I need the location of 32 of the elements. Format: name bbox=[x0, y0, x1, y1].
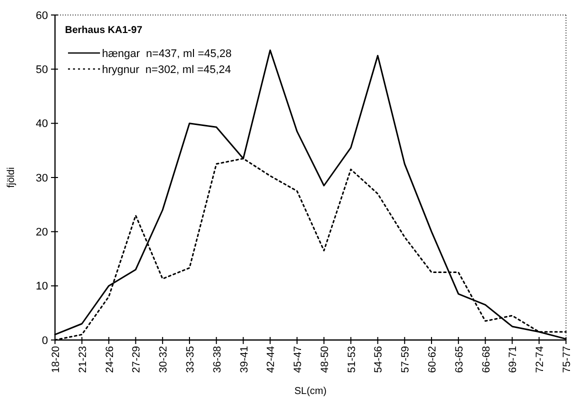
x-tick-label: 60-62 bbox=[426, 346, 439, 373]
x-tick-label: 48-50 bbox=[318, 346, 331, 373]
y-tick-label: 0 bbox=[42, 334, 48, 347]
y-axis-title: fjöldi bbox=[6, 167, 17, 188]
x-tick-label: 30-32 bbox=[158, 346, 170, 373]
x-tick-label: 42-44 bbox=[265, 346, 278, 373]
legend-title: Berhaus KA1-97 bbox=[65, 25, 143, 36]
y-tick-label: 20 bbox=[36, 226, 48, 239]
y-tick-label: 30 bbox=[36, 172, 48, 184]
x-tick-label: 27-29 bbox=[130, 346, 143, 373]
x-tick-label: 72-74 bbox=[534, 346, 546, 373]
y-tick-label: 10 bbox=[36, 280, 48, 293]
x-tick-label: 54-56 bbox=[372, 346, 385, 373]
x-tick-label: 21-23 bbox=[76, 346, 89, 373]
y-tick-label: 50 bbox=[36, 64, 48, 76]
x-tick-label: 69-71 bbox=[507, 346, 520, 373]
x-tick-label: 57-59 bbox=[400, 346, 412, 373]
x-tick-label: 66-68 bbox=[480, 346, 492, 373]
x-tick-label: 45-47 bbox=[292, 346, 304, 373]
x-tick-label: 18-20 bbox=[50, 346, 62, 373]
y-tick-label: 40 bbox=[36, 118, 48, 130]
x-tick-label: 39-41 bbox=[238, 346, 250, 373]
x-tick-label: 24-26 bbox=[104, 346, 116, 373]
x-tick-label: 33-35 bbox=[184, 346, 196, 373]
x-tick-label: 36-38 bbox=[211, 346, 224, 373]
legend-label: hængar n=437, ml =45,28 bbox=[102, 48, 232, 60]
x-tick-label: 51-53 bbox=[346, 346, 358, 373]
legend-label: hrygnur n=302, ml =45,24 bbox=[102, 64, 232, 76]
x-tick-label: 75-77 bbox=[561, 346, 573, 373]
x-axis-title: SL(cm) bbox=[294, 386, 327, 397]
x-tick-label: 63-65 bbox=[453, 346, 466, 373]
y-tick-label: 60 bbox=[36, 10, 48, 22]
